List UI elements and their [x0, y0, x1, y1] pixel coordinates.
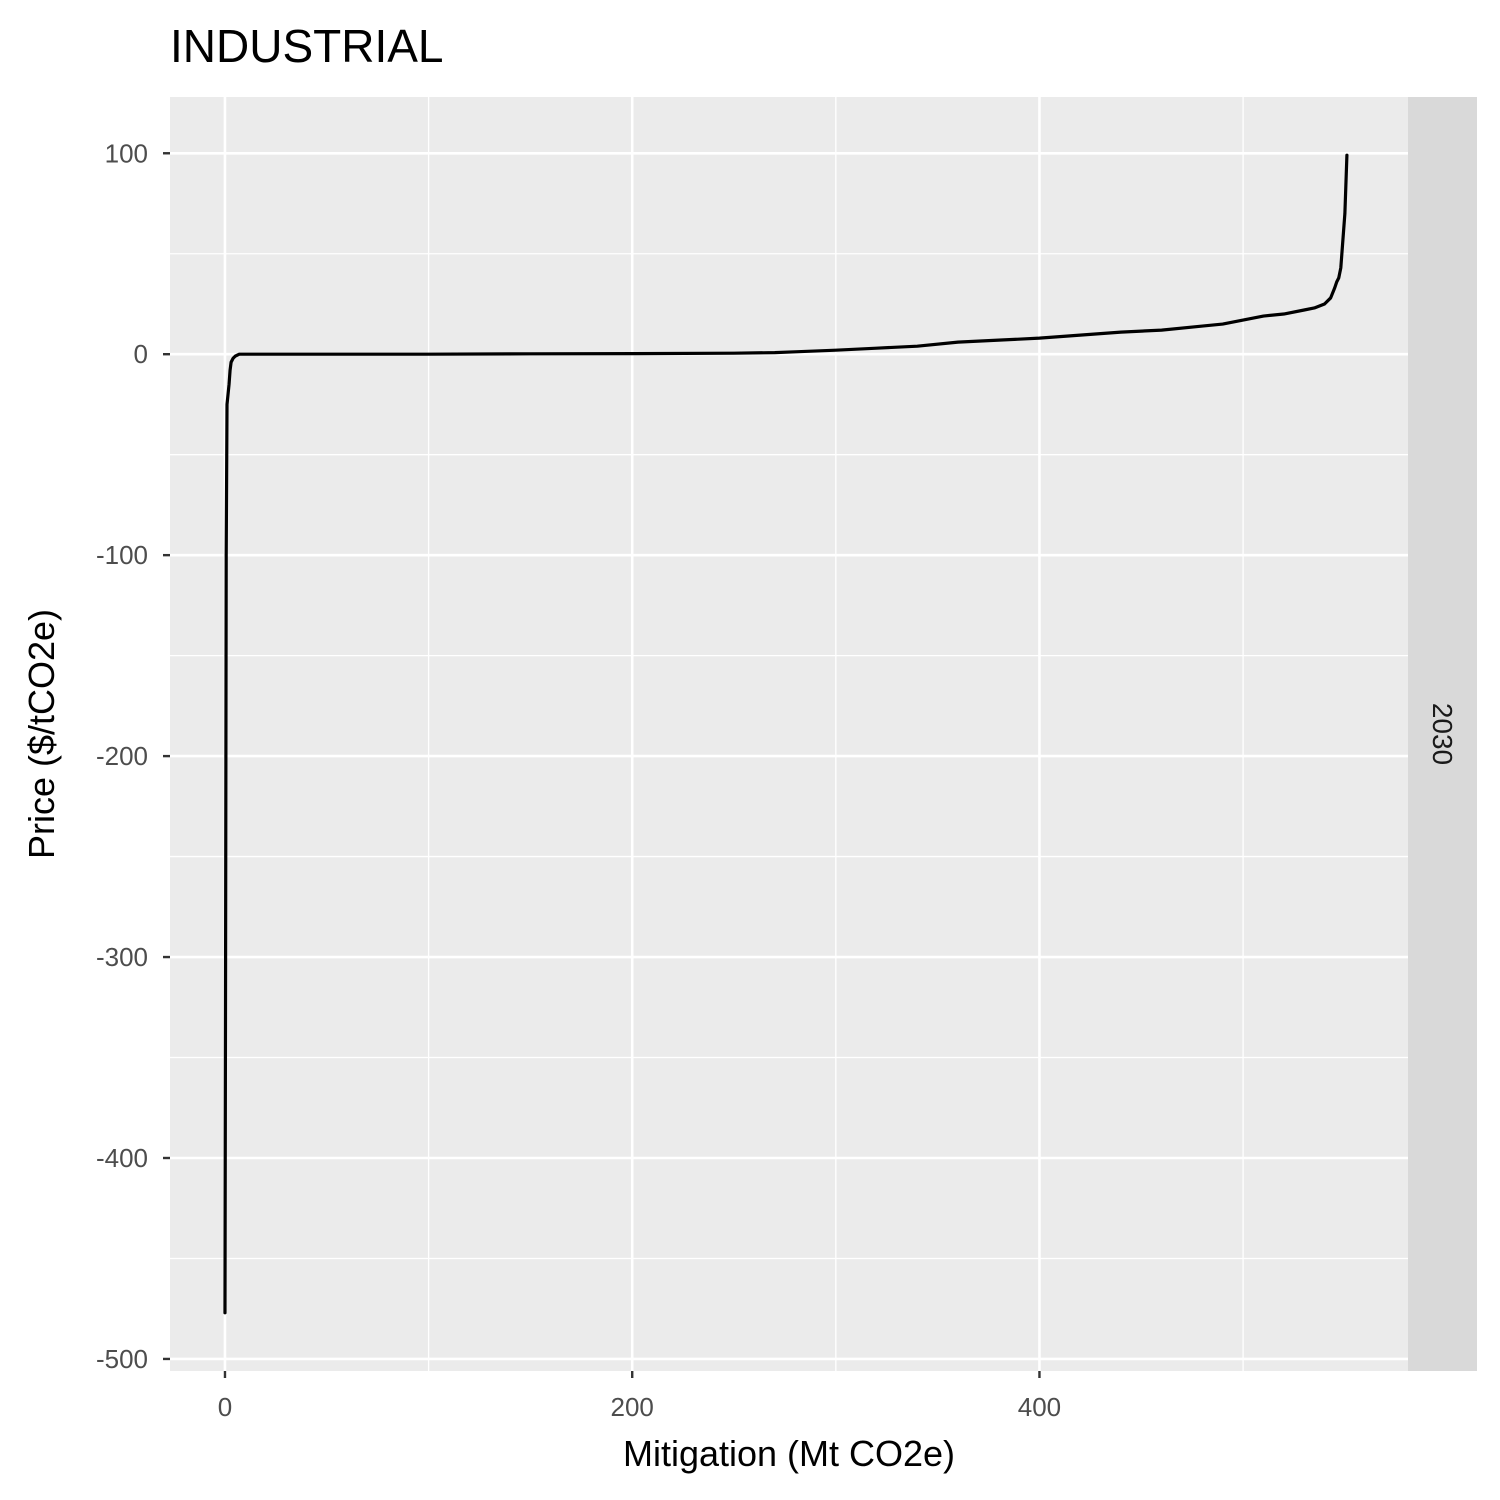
x-axis-title: Mitigation (Mt CO2e): [623, 1433, 955, 1474]
plot-panel: [170, 97, 1408, 1371]
axis-tick-labels: 0 200 400 100 0 -100 -200 -300 -400 -500: [96, 138, 1061, 1422]
y-axis-tick-label: -200: [96, 741, 148, 771]
x-axis-tick-label: 400: [1018, 1392, 1061, 1422]
minor-grid: [170, 97, 1408, 1371]
y-axis-tick-label: -100: [96, 540, 148, 570]
y-axis-tick-label: -300: [96, 942, 148, 972]
series-line: [223, 153, 1349, 1315]
y-axis-tick-label: 0: [134, 339, 148, 369]
facet-strip-label: 2030: [1427, 703, 1458, 765]
y-axis-tick-label: -400: [96, 1143, 148, 1173]
data-layer: [223, 153, 1349, 1315]
x-axis-tick-label: 0: [218, 1392, 232, 1422]
y-axis-tick-label: 100: [105, 138, 148, 168]
x-axis-tick-label: 200: [611, 1392, 654, 1422]
chart-title: INDUSTRIAL: [170, 20, 443, 72]
axis-ticks: [163, 152, 1041, 1378]
y-axis-tick-label: -500: [96, 1344, 148, 1374]
y-axis-title: Price ($/tCO2e): [21, 609, 62, 859]
facet-strip: [1408, 97, 1477, 1371]
